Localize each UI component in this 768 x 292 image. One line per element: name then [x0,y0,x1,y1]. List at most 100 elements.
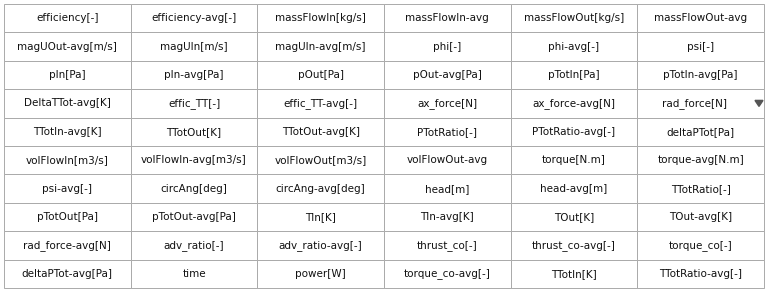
Bar [637,32,764,61]
Bar [511,118,637,146]
Text: efficiency[-]: efficiency[-] [36,13,98,23]
Bar [257,260,384,288]
Bar [637,146,764,174]
Bar [511,174,637,203]
Text: head-avg[m]: head-avg[m] [541,184,607,194]
Bar [4,174,131,203]
Text: TTotIn-avg[K]: TTotIn-avg[K] [33,127,101,137]
Text: phi[-]: phi[-] [433,41,462,52]
Bar [384,174,511,203]
Text: pTotIn-avg[Pa]: pTotIn-avg[Pa] [664,70,738,80]
Bar [384,61,511,89]
Text: pTotIn[Pa]: pTotIn[Pa] [548,70,600,80]
Bar [131,231,257,260]
Bar [384,4,511,32]
Text: magUIn-avg[m/s]: magUIn-avg[m/s] [276,41,366,52]
Text: massFlowIn[kg/s]: massFlowIn[kg/s] [275,13,366,23]
Text: pTotOut[Pa]: pTotOut[Pa] [37,212,98,222]
Bar [637,203,764,231]
Bar [131,118,257,146]
Bar [131,89,257,118]
Text: time: time [182,269,206,279]
Text: TTotRatio[-]: TTotRatio[-] [670,184,730,194]
Text: deltaPTot[Pa]: deltaPTot[Pa] [667,127,735,137]
Text: thrust_co-avg[-]: thrust_co-avg[-] [532,240,616,251]
Text: rad_force-avg[N]: rad_force-avg[N] [23,240,111,251]
Text: pIn[Pa]: pIn[Pa] [49,70,86,80]
Text: TTotOut[K]: TTotOut[K] [167,127,221,137]
Text: torque[N.m]: torque[N.m] [542,155,606,165]
Text: TTotIn[K]: TTotIn[K] [551,269,597,279]
Bar [511,89,637,118]
Text: effic_TT-avg[-]: effic_TT-avg[-] [283,98,358,109]
Text: TOut-avg[K]: TOut-avg[K] [669,212,732,222]
Text: deltaPTot-avg[Pa]: deltaPTot-avg[Pa] [22,269,113,279]
Bar [257,89,384,118]
Bar [384,260,511,288]
Text: torque_co[-]: torque_co[-] [669,240,733,251]
Text: torque_co-avg[-]: torque_co-avg[-] [404,268,491,279]
Text: PTotRatio-avg[-]: PTotRatio-avg[-] [532,127,616,137]
Bar [511,260,637,288]
Bar [384,203,511,231]
Bar [257,146,384,174]
Bar [131,61,257,89]
Text: TTotRatio-avg[-]: TTotRatio-avg[-] [659,269,742,279]
Bar [257,4,384,32]
Bar [637,61,764,89]
Text: adv_ratio-avg[-]: adv_ratio-avg[-] [279,240,362,251]
Text: adv_ratio[-]: adv_ratio[-] [164,240,224,251]
Text: pOut[Pa]: pOut[Pa] [298,70,343,80]
Text: thrust_co[-]: thrust_co[-] [417,240,478,251]
Bar [384,118,511,146]
Text: TIn[K]: TIn[K] [305,212,336,222]
Text: circAng[deg]: circAng[deg] [161,184,227,194]
Bar [4,231,131,260]
Bar [384,32,511,61]
Bar [131,146,257,174]
Text: power[W]: power[W] [295,269,346,279]
Bar [4,203,131,231]
Text: phi-avg[-]: phi-avg[-] [548,41,600,52]
Bar [511,203,637,231]
Bar [384,89,511,118]
Bar [257,32,384,61]
Text: pTotOut-avg[Pa]: pTotOut-avg[Pa] [152,212,236,222]
Text: TOut[K]: TOut[K] [554,212,594,222]
Text: circAng-avg[deg]: circAng-avg[deg] [276,184,366,194]
Text: TIn-avg[K]: TIn-avg[K] [420,212,474,222]
Bar [257,118,384,146]
Bar [131,260,257,288]
Bar [4,4,131,32]
Bar [257,61,384,89]
Bar [257,203,384,231]
Bar [637,174,764,203]
Text: ax_force[N]: ax_force[N] [417,98,478,109]
Bar [511,32,637,61]
Text: rad_force[N]: rad_force[N] [662,98,727,109]
Text: magUIn[m/s]: magUIn[m/s] [161,41,228,52]
Bar [511,61,637,89]
Bar [511,231,637,260]
Bar [4,89,131,118]
Bar [4,146,131,174]
Bar [4,32,131,61]
Bar [131,174,257,203]
Bar [637,89,764,118]
Text: psi[-]: psi[-] [687,41,714,52]
Text: volFlowIn-avg[m3/s]: volFlowIn-avg[m3/s] [141,155,247,165]
Bar [4,260,131,288]
Bar [384,146,511,174]
Text: torque-avg[N.m]: torque-avg[N.m] [657,155,744,165]
Polygon shape [755,100,763,106]
Text: psi-avg[-]: psi-avg[-] [42,184,92,194]
Text: volFlowOut[m3/s]: volFlowOut[m3/s] [274,155,367,165]
Bar [257,231,384,260]
Bar [131,32,257,61]
Text: ax_force-avg[N]: ax_force-avg[N] [532,98,615,109]
Bar [131,203,257,231]
Bar [4,61,131,89]
Bar [4,118,131,146]
Bar [637,231,764,260]
Text: PTotRatio[-]: PTotRatio[-] [417,127,478,137]
